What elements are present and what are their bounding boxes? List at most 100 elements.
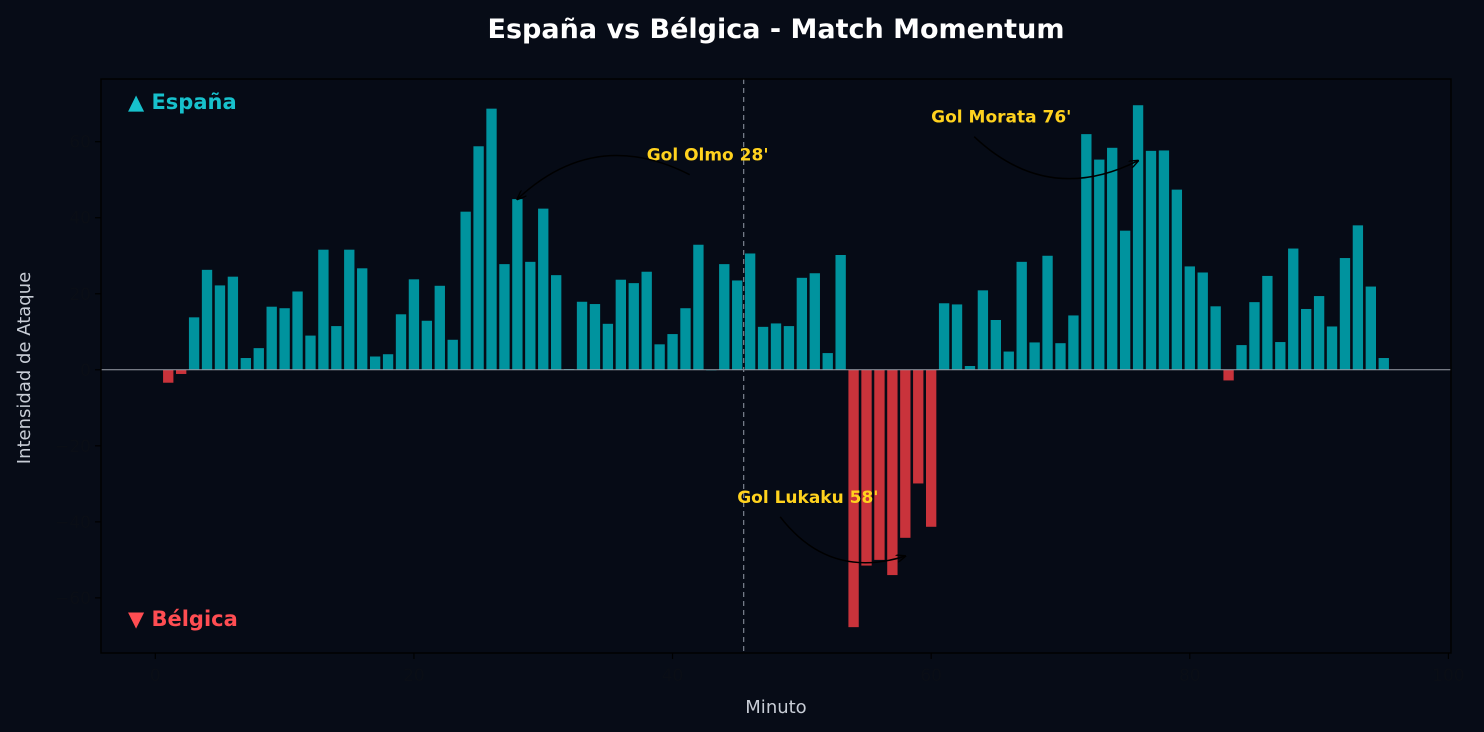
bar-minute-23	[447, 339, 458, 370]
bar-minute-60	[926, 369, 937, 527]
bar-minute-42	[693, 244, 704, 370]
y-tick-label-60: 60	[69, 133, 91, 153]
bar-minute-45	[732, 280, 743, 370]
bar-minute-34	[589, 304, 601, 370]
bar-minute-78	[1158, 150, 1170, 370]
bar-minute-91	[1326, 326, 1338, 370]
x-tick-label-0: 0	[150, 666, 161, 686]
x-tick-label-100: 100	[1432, 666, 1464, 686]
bar-minute-39	[654, 344, 665, 370]
bar-minute-24	[460, 211, 471, 370]
bar-minute-47	[757, 326, 769, 370]
bar-minute-27	[499, 264, 510, 370]
annotations-group: Gol Olmo 28' Gol Lukaku 58' Gol Morata 76'	[517, 108, 1138, 564]
bar-minute-46	[744, 253, 756, 370]
bar-minute-51	[809, 273, 820, 370]
bar-minute-49	[783, 326, 795, 370]
bar-minute-11	[292, 291, 303, 370]
bar-minute-48	[770, 323, 782, 370]
x-axis-label: Minuto	[745, 697, 806, 718]
y-tick-label-20: 20	[69, 285, 91, 305]
bar-minute-84	[1236, 345, 1247, 370]
bar-minute-40	[667, 334, 678, 370]
bar-minute-52	[822, 353, 833, 370]
bar-minute-69	[1042, 255, 1053, 370]
bar-minute-83	[1223, 369, 1234, 381]
bar-minute-75	[1119, 230, 1131, 370]
bar-minute-36	[615, 279, 626, 370]
bar-minute-70	[1055, 343, 1066, 370]
annotation-label-0: Gol Olmo 28'	[647, 146, 769, 166]
bar-minute-37	[628, 283, 639, 370]
bar-minute-62	[951, 304, 963, 370]
annotation-arrow-0	[517, 154, 691, 200]
bar-minute-19	[395, 314, 407, 370]
x-tick-label-80: 80	[1179, 666, 1201, 686]
bar-minute-59	[913, 369, 924, 484]
bar-minute-53	[835, 255, 846, 370]
bar-minute-58	[900, 369, 911, 538]
bar-minute-88	[1288, 248, 1299, 370]
annotation-label-1: Gol Lukaku 58'	[737, 488, 878, 508]
bar-minute-64	[977, 290, 989, 370]
bar-minute-35	[602, 323, 614, 370]
y-tick-label-0: 0	[80, 361, 91, 381]
bar-minute-80	[1184, 266, 1195, 370]
bar-minute-67	[1016, 261, 1027, 370]
x-tick-label-40: 40	[662, 666, 684, 686]
chart-title: España vs Bélgica - Match Momentum	[488, 14, 1065, 45]
bar-minute-12	[305, 335, 316, 370]
legend-espana: ▲ España	[128, 90, 237, 114]
bar-minute-92	[1339, 258, 1351, 370]
bar-minute-33	[576, 301, 588, 370]
bar-minute-82	[1210, 306, 1221, 370]
overlay-group	[101, 79, 1451, 653]
bar-minute-17	[369, 356, 381, 370]
bar-minute-18	[382, 354, 394, 370]
bar-minute-10	[279, 308, 290, 370]
y-tick-label--40: −40	[55, 513, 91, 533]
bar-minute-89	[1301, 308, 1312, 370]
bar-minute-15	[344, 249, 355, 370]
bar-minute-57	[887, 369, 898, 576]
bar-minute-5	[214, 285, 226, 370]
y-tick-label-40: 40	[69, 209, 91, 229]
bar-minute-4	[201, 269, 213, 370]
bar-minute-14	[331, 326, 342, 370]
bar-minute-38	[641, 271, 652, 370]
bar-minute-86	[1262, 275, 1273, 370]
bar-minute-30	[538, 208, 549, 370]
bar-minute-20	[408, 279, 420, 370]
annotation-label-2: Gol Morata 76'	[931, 108, 1071, 128]
bar-minute-22	[434, 285, 445, 370]
bar-minute-85	[1249, 302, 1260, 370]
bar-minute-13	[318, 249, 329, 370]
bar-minute-25	[473, 146, 484, 370]
x-tick-label-60: 60	[920, 666, 942, 686]
bar-minute-76	[1132, 105, 1144, 370]
plot-frame	[100, 78, 1452, 654]
bar-minute-56	[874, 369, 885, 560]
bar-minute-72	[1081, 134, 1092, 370]
bar-minute-66	[1003, 351, 1014, 370]
bar-minute-81	[1197, 272, 1208, 370]
bar-minute-9	[266, 306, 277, 370]
bar-minute-61	[938, 303, 950, 370]
bar-minute-71	[1068, 315, 1079, 370]
bar-minute-50	[796, 277, 808, 370]
bar-minute-16	[357, 268, 368, 370]
legend-belgica: ▼ Bélgica	[128, 607, 238, 631]
bar-minute-65	[990, 320, 1001, 370]
bar-minute-68	[1029, 342, 1040, 370]
bar-minute-74	[1107, 147, 1118, 370]
bar-minute-87	[1275, 342, 1286, 370]
annotation-arrow-1	[779, 516, 905, 564]
bar-minute-94	[1365, 286, 1376, 370]
bar-minute-93	[1352, 225, 1364, 370]
y-tick-label--60: −60	[55, 589, 91, 609]
bar-minute-95	[1378, 358, 1389, 370]
bar-minute-44	[719, 264, 730, 370]
ticks-group: 0 20 40 60 80 100 −60 −40 −20 0 20 40 60	[55, 133, 1465, 686]
bar-minute-26	[486, 108, 497, 370]
